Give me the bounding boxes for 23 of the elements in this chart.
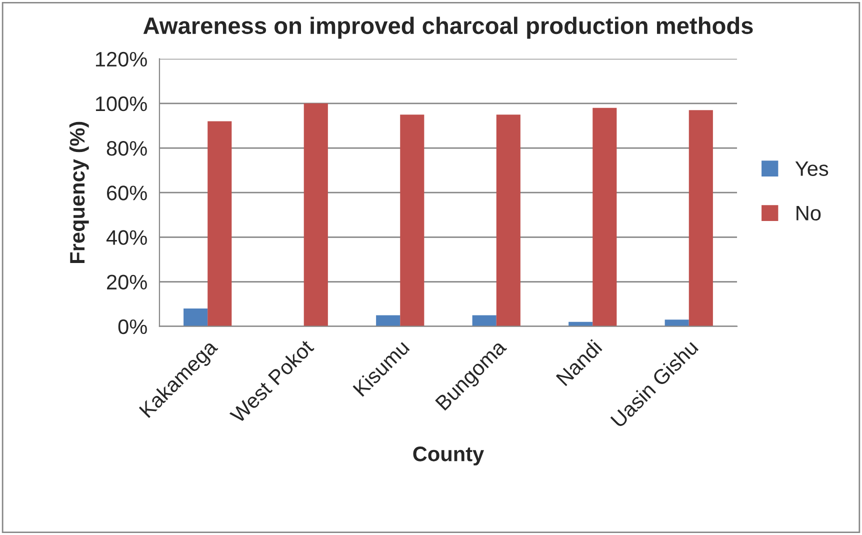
bar xyxy=(184,308,208,326)
y-tick-label: 80% xyxy=(106,141,147,156)
bar xyxy=(592,108,617,326)
bar xyxy=(304,103,328,326)
legend-label: Yes xyxy=(795,161,828,176)
bar xyxy=(496,114,520,326)
x-axis-title: County xyxy=(413,446,484,466)
bar xyxy=(664,320,689,326)
bar xyxy=(568,322,593,326)
bar xyxy=(472,315,496,326)
bar xyxy=(376,315,400,326)
bar xyxy=(688,110,713,326)
y-tick-label: 40% xyxy=(106,230,147,245)
bar xyxy=(400,114,424,326)
y-tick-label: 60% xyxy=(107,186,147,200)
y-tick-label: 0% xyxy=(118,319,147,334)
y-tick-label: 100% xyxy=(96,96,147,112)
legend-label: No xyxy=(796,206,821,221)
chart-title: Awareness on improved charcoal production methods xyxy=(143,16,753,39)
y-tick-label: 20% xyxy=(107,274,147,290)
y-tick-label: 120% xyxy=(96,52,147,67)
y-axis-title: Frequency (%) xyxy=(69,122,89,263)
bar xyxy=(208,121,232,326)
